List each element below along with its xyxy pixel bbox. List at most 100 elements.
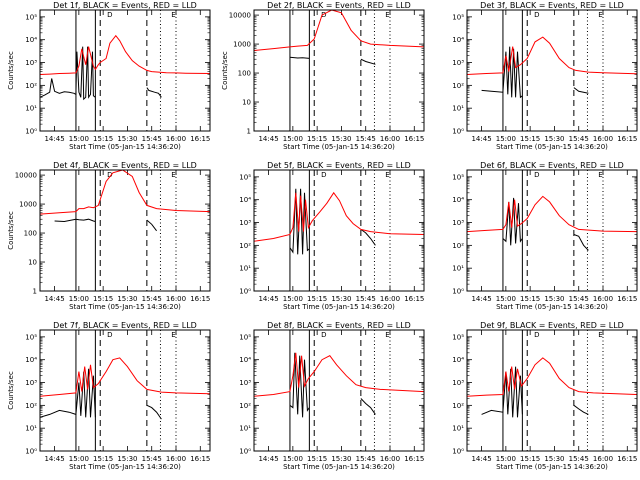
- events-series-line: [289, 352, 310, 418]
- x-tick-label: 15:00: [496, 135, 516, 143]
- x-tick-label: 15:00: [69, 295, 89, 303]
- panel-title: Det 4f, BLACK = Events, RED = LLD: [53, 161, 197, 170]
- chart-panel: Det 8f, BLACK = Events, RED = LLD 10⁰ 10¹ 1…: [239, 321, 425, 471]
- y-tick-label: 100: [238, 70, 251, 78]
- y-tick-label: 10⁴: [452, 196, 464, 204]
- x-axis-label: Start Time (05-Jan-15 14:36:20): [69, 143, 181, 151]
- plot-frame: [466, 169, 638, 292]
- y-tick-label: 10: [28, 259, 37, 267]
- x-tick-label: 15:30: [117, 455, 137, 463]
- y-tick-label: 10⁴: [239, 196, 251, 204]
- lld-series-line: [254, 352, 424, 397]
- x-tick-label: 14:45: [44, 295, 64, 303]
- x-tick-label: 15:30: [331, 455, 351, 463]
- x-tick-label: 15:45: [569, 295, 589, 303]
- y-tick-label: 10000: [15, 172, 37, 180]
- y-tick-label: 10⁰: [452, 288, 464, 296]
- x-tick-label: 15:00: [69, 455, 89, 463]
- events-series-line: [573, 404, 589, 415]
- x-tick-label: 16:15: [404, 455, 424, 463]
- x-axis-label: Start Time (05-Jan-15 14:36:20): [283, 463, 395, 471]
- event-marker-label: D: [107, 331, 112, 339]
- x-tick-label: 15:15: [93, 295, 113, 303]
- chart-panel: Det 9f, BLACK = Events, RED = LLD 10⁰ 10¹ 1…: [452, 321, 638, 471]
- y-tick-label: 1000: [233, 41, 251, 49]
- event-marker-label: E: [385, 171, 389, 179]
- y-tick-label: 10⁰: [239, 288, 251, 296]
- x-tick-label: 16:15: [190, 455, 210, 463]
- y-tick-label: 10³: [25, 379, 37, 387]
- panel-title: Det 9f, BLACK = Events, RED = LLD: [480, 321, 624, 330]
- chart-panel: Det 3f, BLACK = Events, RED = LLD 10⁰ 10¹ 1…: [452, 1, 638, 151]
- x-tick-label: 16:00: [166, 135, 186, 143]
- events-series-line: [573, 234, 589, 251]
- y-tick-label: 10²: [239, 242, 251, 250]
- y-tick-label: 10⁵: [452, 333, 464, 341]
- x-tick-label: 16:15: [190, 295, 210, 303]
- event-marker-label: D: [534, 171, 539, 179]
- events-series-line: [502, 197, 523, 246]
- x-tick-label: 14:45: [471, 135, 491, 143]
- plot-frame: [253, 169, 425, 292]
- chart-panel: Det 1f, BLACK = Events, RED = LLD 10⁰ 10¹ 1…: [7, 1, 211, 151]
- x-tick-label: 15:00: [496, 295, 516, 303]
- panel-title: Det 2f, BLACK = Events, RED = LLD: [267, 1, 411, 10]
- x-tick-label: 16:00: [166, 295, 186, 303]
- x-tick-label: 15:30: [544, 455, 564, 463]
- x-tick-label: 14:45: [258, 295, 278, 303]
- x-tick-label: 15:30: [117, 135, 137, 143]
- y-tick-label: 1: [33, 288, 37, 296]
- event-marker-label: E: [385, 331, 389, 339]
- y-tick-label: 10¹: [25, 425, 37, 433]
- y-tick-label: 10¹: [239, 425, 251, 433]
- event-marker-label: D: [107, 171, 112, 179]
- x-tick-label: 15:30: [544, 135, 564, 143]
- x-axis-label: Start Time (05-Jan-15 14:36:20): [496, 463, 608, 471]
- x-tick-label: 15:30: [544, 295, 564, 303]
- events-series-line: [146, 219, 157, 232]
- y-tick-label: 10¹: [25, 105, 37, 113]
- x-tick-label: 15:45: [356, 135, 376, 143]
- y-axis-label: Counts/sec: [7, 371, 15, 410]
- chart-panel: Det 7f, BLACK = Events, RED = LLD 10⁰ 10¹ 1…: [7, 321, 211, 471]
- y-tick-label: 10⁰: [25, 128, 37, 136]
- y-tick-label: 10⁰: [25, 448, 37, 456]
- y-tick-label: 10000: [229, 12, 251, 20]
- y-tick-label: 10²: [452, 242, 464, 250]
- y-tick-label: 10²: [239, 402, 251, 410]
- y-tick-label: 10⁵: [25, 333, 37, 341]
- x-tick-label: 15:15: [307, 295, 327, 303]
- x-axis-label: Start Time (05-Jan-15 14:36:20): [283, 143, 395, 151]
- events-series-line: [40, 368, 96, 418]
- y-tick-label: 10⁴: [452, 356, 464, 364]
- x-axis-label: Start Time (05-Jan-15 14:36:20): [283, 303, 395, 311]
- x-axis-label: Start Time (05-Jan-15 14:36:20): [496, 303, 608, 311]
- y-tick-label: 10⁴: [25, 36, 37, 44]
- chart-panel: Det 5f, BLACK = Events, RED = LLD 10⁰ 10¹ 1…: [239, 161, 425, 311]
- plot-frame: [253, 9, 425, 132]
- x-tick-label: 14:45: [44, 455, 64, 463]
- x-tick-label: 15:15: [307, 135, 327, 143]
- events-series-line: [40, 46, 96, 101]
- event-marker-label: E: [598, 11, 602, 19]
- events-series-line: [360, 398, 376, 415]
- event-marker-label: D: [107, 11, 112, 19]
- y-tick-label: 10²: [25, 82, 37, 90]
- plot-frame: [39, 169, 211, 292]
- plot-frame: [253, 329, 425, 452]
- y-tick-label: 10²: [25, 402, 37, 410]
- events-series-line: [54, 218, 96, 223]
- x-tick-label: 14:45: [258, 455, 278, 463]
- event-marker-label: E: [598, 331, 602, 339]
- x-tick-label: 16:15: [190, 135, 210, 143]
- x-axis-label: Start Time (05-Jan-15 14:36:20): [69, 463, 181, 471]
- y-tick-label: 10⁵: [452, 13, 464, 21]
- x-tick-label: 15:30: [331, 135, 351, 143]
- plot-frame: [39, 329, 211, 452]
- y-tick-label: 10¹: [452, 425, 464, 433]
- y-tick-label: 100: [24, 230, 37, 238]
- y-tick-label: 10⁵: [239, 173, 251, 181]
- x-tick-label: 15:45: [356, 295, 376, 303]
- y-tick-label: 1000: [19, 201, 37, 209]
- x-tick-label: 15:00: [69, 135, 89, 143]
